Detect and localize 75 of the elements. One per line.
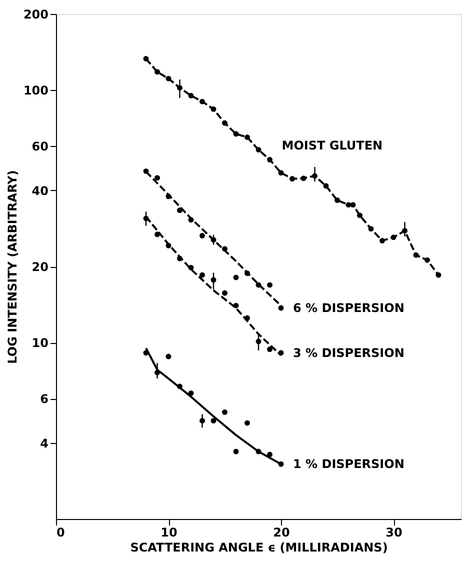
- point: [200, 272, 205, 278]
- point: [233, 448, 239, 454]
- point: [267, 452, 272, 458]
- point: [278, 350, 284, 356]
- point: [166, 194, 172, 200]
- point: [188, 92, 194, 98]
- point: [222, 120, 228, 126]
- point: [267, 346, 272, 352]
- point: [380, 238, 385, 244]
- point: [256, 448, 262, 454]
- point: [200, 232, 205, 238]
- y-tick-label: 10: [32, 336, 48, 350]
- point: [210, 106, 216, 112]
- x-tick-label: 0: [56, 526, 65, 540]
- point: [166, 354, 172, 360]
- point: [323, 183, 329, 189]
- point: [290, 176, 295, 182]
- point: [300, 176, 306, 182]
- x-tick-label: 20: [273, 526, 290, 540]
- y-tick-label: 6: [40, 392, 48, 406]
- point: [350, 202, 356, 208]
- point: [210, 418, 216, 424]
- point: [177, 208, 182, 213]
- point: [154, 69, 160, 75]
- point: [424, 257, 430, 263]
- series-label: 6 % DISPERSION: [293, 300, 404, 315]
- point: [334, 197, 340, 203]
- x-tick-label: 10: [160, 526, 178, 540]
- y-tick-label: 4: [40, 436, 48, 450]
- point: [278, 305, 284, 311]
- point: [200, 98, 205, 104]
- point: [143, 350, 149, 356]
- y-tick-label: 60: [32, 140, 48, 154]
- point: [222, 290, 228, 296]
- series-label: 3 % DISPERSION: [293, 346, 404, 360]
- y-axis-title: LOG INTENSITY (ARBITRARY): [5, 170, 20, 364]
- series-label: MOIST GLUTEN: [282, 138, 383, 153]
- point: [267, 282, 272, 288]
- point: [233, 274, 239, 280]
- y-tick-label: 100: [23, 84, 48, 98]
- y-tick-label: 200: [23, 8, 48, 22]
- point: [177, 384, 182, 390]
- point: [244, 270, 250, 276]
- point: [256, 147, 262, 152]
- point: [166, 242, 172, 248]
- point: [244, 315, 250, 321]
- point: [267, 156, 272, 162]
- point: [278, 461, 284, 467]
- series-label: 1 % DISPERSION: [293, 457, 404, 472]
- point: [177, 256, 182, 262]
- point: [278, 170, 284, 176]
- point: [188, 217, 194, 223]
- point: [256, 282, 262, 288]
- point: [143, 168, 149, 174]
- point: [222, 409, 228, 415]
- point: [390, 234, 396, 240]
- point: [188, 390, 194, 396]
- point: [368, 226, 374, 232]
- point: [244, 134, 250, 140]
- point: [166, 76, 172, 82]
- point: [188, 264, 194, 270]
- point: [244, 420, 250, 426]
- point: [357, 212, 362, 218]
- y-tick-label: 40: [32, 184, 48, 198]
- point: [233, 131, 239, 137]
- point: [436, 272, 442, 278]
- point: [143, 56, 149, 62]
- point: [222, 246, 228, 252]
- x-tick-label: 30: [386, 526, 402, 540]
- point: [154, 232, 160, 238]
- point: [154, 175, 160, 181]
- point: [413, 252, 419, 258]
- y-tick-label: 20: [32, 260, 48, 274]
- point: [233, 302, 239, 308]
- x-axis-title: SCATTERING ANGLE ϵ (MILLIRADIANS): [130, 540, 388, 554]
